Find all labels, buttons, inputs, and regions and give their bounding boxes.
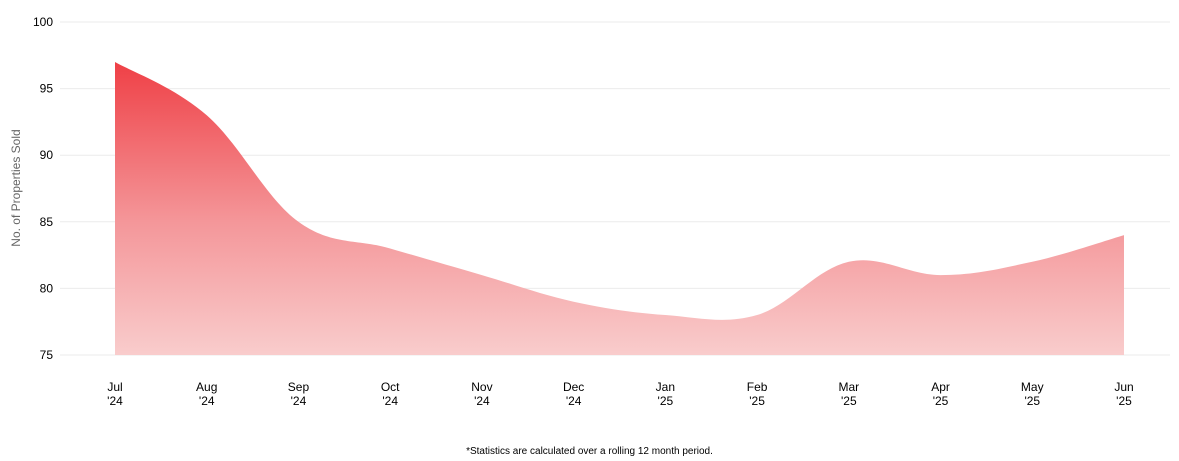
x-tick-label: Aug '24 bbox=[196, 380, 217, 408]
y-tick-label: 90 bbox=[40, 148, 54, 162]
y-tick-label: 95 bbox=[40, 82, 54, 96]
y-tick-label: 80 bbox=[40, 281, 54, 295]
x-tick-label: Oct '24 bbox=[381, 380, 400, 408]
x-tick-label: Jan '25 bbox=[656, 380, 675, 408]
x-tick-label: May '25 bbox=[1021, 380, 1044, 408]
x-tick-label: Feb '25 bbox=[747, 380, 768, 408]
y-axis: 75 80 85 90 95 100 bbox=[33, 15, 53, 362]
y-axis-label: No. of Properties Sold bbox=[9, 129, 23, 246]
x-tick-label: Dec '24 bbox=[563, 380, 584, 408]
y-tick-label: 100 bbox=[33, 15, 53, 29]
y-tick-label: 85 bbox=[40, 215, 54, 229]
x-tick-label: Apr '25 bbox=[931, 380, 950, 408]
footnote: *Statistics are calculated over a rollin… bbox=[466, 446, 713, 457]
x-tick-label: Nov '24 bbox=[471, 380, 492, 408]
x-tick-label: Sep '24 bbox=[288, 380, 310, 408]
x-tick-label: Jun '25 bbox=[1114, 380, 1133, 408]
x-tick-label: Jul '24 bbox=[107, 380, 123, 408]
area-series bbox=[115, 61, 1124, 356]
x-tick-label: Mar '25 bbox=[838, 380, 859, 408]
y-tick-label: 75 bbox=[40, 348, 54, 362]
chart: 75 80 85 90 95 100 Jul '24 Aug '24 Sep '24 Oct '24 No… bbox=[9, 15, 1170, 408]
x-axis: Jul '24 Aug '24 Sep '24 Oct '24 Nov '24 Dec '24 Jan '… bbox=[107, 380, 1134, 408]
